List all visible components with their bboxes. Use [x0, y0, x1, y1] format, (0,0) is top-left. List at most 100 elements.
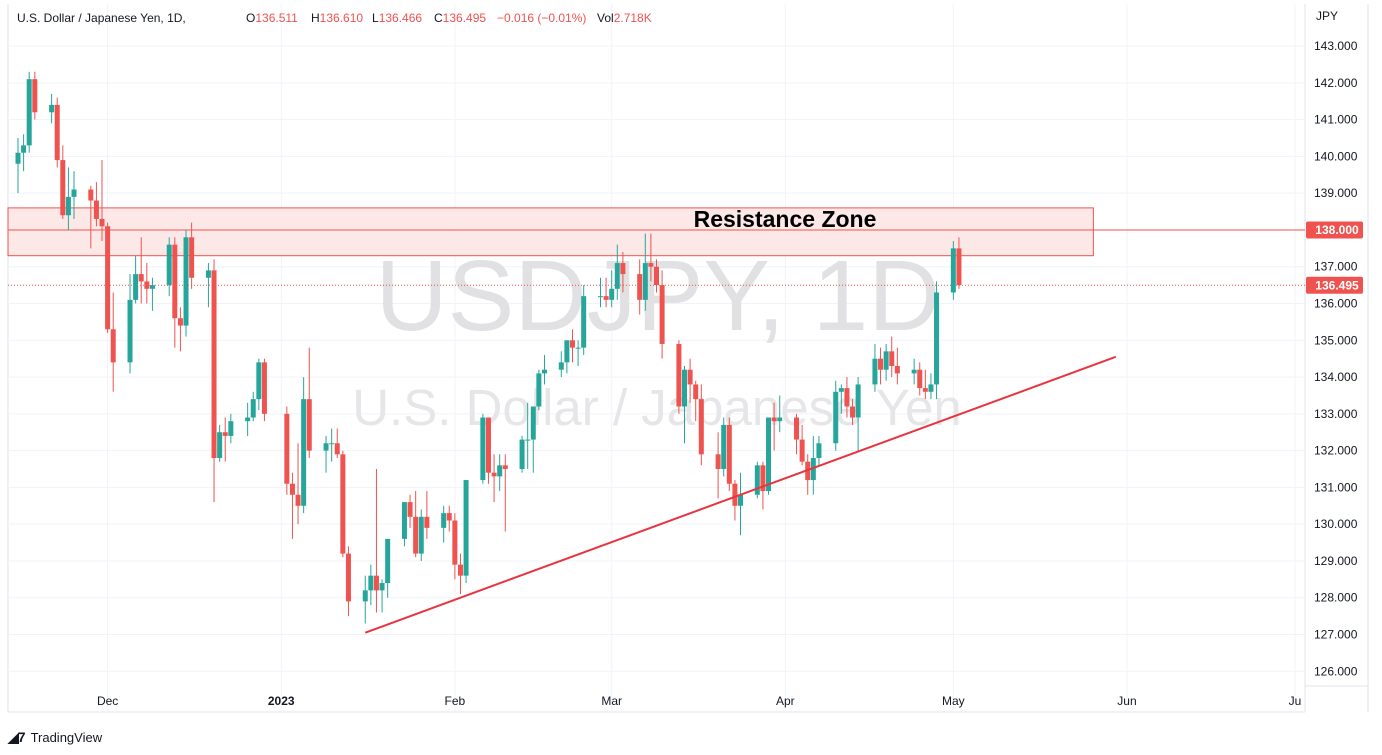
candle — [413, 491, 419, 558]
candle — [379, 579, 385, 613]
candle — [642, 233, 648, 311]
candle-body — [345, 553, 351, 602]
brand-label: TradingView — [30, 729, 103, 745]
candle — [581, 285, 587, 355]
candle-body — [457, 564, 463, 576]
candle — [637, 259, 643, 315]
time-tick-label: Feb — [445, 694, 466, 708]
candle-body — [172, 244, 178, 319]
candle-body — [133, 274, 139, 300]
level-price-badge-text: 138.000 — [1315, 223, 1359, 237]
candle-body — [637, 274, 643, 300]
candle — [682, 366, 688, 444]
candle — [295, 443, 301, 525]
candle-body — [166, 244, 172, 286]
candle-body — [738, 494, 744, 506]
price-tick-label: 129.000 — [1314, 554, 1358, 568]
candle — [441, 505, 447, 543]
candle-body — [911, 369, 917, 374]
candle — [480, 413, 486, 484]
candle-body — [850, 406, 856, 418]
candle-body — [564, 340, 570, 363]
candle-body — [715, 454, 721, 470]
candle — [144, 263, 150, 304]
legend-close-label: C — [434, 11, 443, 25]
candle — [88, 185, 94, 249]
price-tick-label: 126.000 — [1314, 664, 1358, 678]
candle-body — [648, 263, 654, 267]
candle-body — [441, 513, 447, 528]
legend-volume-value: 2.718K — [614, 11, 652, 25]
candle — [149, 277, 155, 311]
candle-body — [491, 472, 497, 477]
candle — [894, 347, 900, 385]
candle — [922, 369, 928, 400]
candle-body — [558, 362, 564, 370]
candle-body — [726, 424, 732, 484]
candle — [497, 454, 503, 492]
price-tick-label: 128.000 — [1314, 591, 1358, 605]
candle — [805, 454, 811, 495]
candle — [21, 134, 27, 172]
candle-body — [597, 296, 603, 298]
legend-open-label: O — [246, 11, 255, 25]
candle — [850, 399, 856, 425]
candle-body — [379, 583, 385, 591]
candle — [838, 384, 844, 414]
candle — [301, 377, 307, 514]
level-price-badge: 138.000 — [1306, 221, 1363, 239]
candle-body — [928, 384, 934, 392]
candle-body — [88, 189, 94, 201]
candle-body — [872, 358, 878, 385]
candle-body — [446, 513, 452, 521]
candle-body — [698, 399, 704, 455]
candle — [693, 380, 699, 422]
candle — [698, 384, 704, 466]
candle-body — [65, 196, 71, 216]
candle-body — [54, 104, 60, 161]
candle-body — [541, 369, 547, 374]
price-axis[interactable]: 143.000 142.000 141.000 140.000 139.000 138.0… — [1314, 39, 1358, 678]
legend-close-value: 136.495 — [443, 11, 487, 25]
legend-open-value: 136.511 — [255, 11, 298, 25]
price-tick-label: 141.000 — [1314, 113, 1358, 127]
candle-body — [485, 417, 491, 473]
candle — [564, 340, 570, 374]
candle-body — [525, 439, 531, 441]
candle — [334, 428, 340, 458]
candle — [654, 259, 659, 293]
price-tick-label: 127.000 — [1314, 628, 1358, 642]
candle-body — [99, 218, 105, 227]
time-tick-label: May — [942, 694, 965, 708]
candle-body — [732, 483, 738, 506]
candle-body — [838, 388, 844, 392]
candle — [407, 494, 413, 528]
candle-body — [418, 516, 424, 554]
support-trendline[interactable] — [364, 355, 1117, 634]
candle — [172, 237, 178, 348]
resistance-zone[interactable] — [7, 207, 1094, 257]
candle — [93, 182, 99, 227]
candle — [950, 240, 956, 300]
price-tick-label: 137.000 — [1314, 260, 1358, 274]
candle-body — [721, 424, 727, 470]
candle-body — [922, 388, 928, 392]
time-axis[interactable]: Dec 2023 Feb Mar Apr May Jun Ju — [97, 694, 1301, 708]
legend-change: −0.016 (−0.01%) — [497, 11, 586, 25]
candle-body — [306, 399, 312, 451]
candle-body — [771, 417, 777, 422]
candle-body — [301, 399, 307, 506]
candle — [855, 377, 861, 451]
candle — [502, 454, 508, 532]
legend-high-value: 136.610 — [320, 11, 364, 25]
candle — [917, 362, 923, 396]
candle — [541, 355, 547, 385]
candle-body — [105, 226, 111, 330]
candle — [771, 402, 777, 451]
candle — [222, 417, 228, 462]
candle-body — [21, 145, 27, 153]
tradingview-brand[interactable]: ◢7 TradingView — [8, 727, 102, 747]
candle-body — [205, 270, 211, 278]
candle — [401, 502, 407, 547]
candle-body — [497, 465, 503, 477]
